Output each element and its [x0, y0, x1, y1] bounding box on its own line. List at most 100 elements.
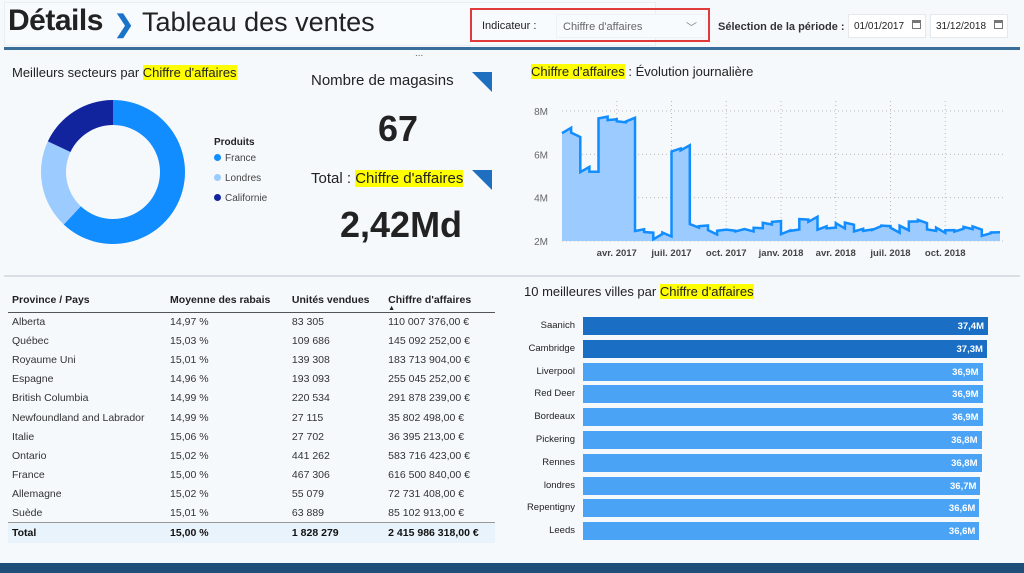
legend-dot-icon — [214, 154, 221, 161]
bar-row[interactable]: Cambridge 37,3M — [500, 339, 1000, 359]
table-cell: Allemagne — [12, 487, 62, 500]
table-cell: 36 395 213,00 € — [388, 430, 465, 443]
table-cell: 145 092 252,00 € — [388, 335, 470, 348]
donut-chart — [41, 100, 185, 244]
bar-value-label: 36,9M — [952, 389, 979, 401]
more-options-icon[interactable]: ... — [415, 48, 424, 59]
table-row[interactable]: Alberta 14,97 % 83 305 110 007 376,00 € — [8, 313, 495, 332]
legend-dot-icon — [214, 174, 221, 181]
x-tick-label: juil. 2018 — [869, 248, 910, 259]
bar-row[interactable]: Saanich 37,4M — [500, 316, 1000, 336]
line-chart-title: Chiffre d'affaires : Évolution journaliè… — [531, 64, 753, 79]
table-cell: 14,96 % — [170, 373, 209, 386]
table-row[interactable]: Suède 15,01 % 63 889 85 102 913,00 € — [8, 503, 495, 522]
line-series[interactable] — [561, 115, 1001, 242]
table-cell: 27 702 — [291, 430, 325, 443]
bar[interactable]: 36,9M — [583, 362, 983, 381]
donut-slice-france[interactable] — [63, 100, 185, 244]
page-title: Détails — [8, 4, 103, 37]
legend-dot-icon — [214, 194, 221, 201]
chevron-right-icon: ❯ — [114, 11, 135, 38]
legend-label: Londres — [225, 173, 262, 184]
table-row[interactable]: France 15,00 % 467 306 616 500 840,00 € — [8, 465, 495, 484]
x-tick-label: juil. 2017 — [650, 248, 691, 259]
bar[interactable]: 36,7M — [583, 476, 981, 495]
end-date-value: 31/12/2018 — [936, 21, 987, 32]
bar-row[interactable]: Red Deer 36,9M — [500, 384, 1000, 404]
bar-row[interactable]: Liverpool 36,9M — [500, 362, 1000, 382]
table-row[interactable]: Allemagne 15,02 % 55 079 72 731 408,00 € — [8, 484, 495, 503]
bar[interactable]: 36,6M — [583, 499, 980, 518]
bar-category-label: Cambridge — [528, 342, 575, 354]
table-cell: 72 731 408,00 € — [388, 487, 465, 500]
bar[interactable]: 36,9M — [583, 408, 983, 427]
bar-row[interactable]: londres 36,7M — [500, 476, 1000, 496]
legend-item[interactable]: Londres — [214, 173, 261, 184]
legend-item[interactable]: Californie — [214, 193, 267, 204]
bar-row[interactable]: Leeds 36,6M — [500, 521, 1000, 541]
indicator-dropdown[interactable]: Chiffre d'affaires ﹀ — [556, 14, 706, 38]
table-row[interactable]: Italie 15,06 % 27 702 36 395 213,00 € — [8, 427, 495, 446]
column-header-label: Moyenne des rabais — [170, 294, 271, 306]
donut-slice-londres[interactable] — [41, 141, 81, 225]
bar-row[interactable]: Repentigny 36,6M — [500, 498, 1000, 518]
table-row[interactable]: Newfoundland and Labrador 14,99 % 27 115 35… — [8, 408, 495, 427]
donut-title: Meilleurs secteurs par Chiffre d'affaire… — [12, 65, 237, 80]
bar[interactable]: 36,8M — [583, 453, 982, 472]
table-cell: 15,06 % — [170, 430, 209, 443]
footer-bar — [0, 563, 1024, 573]
bar[interactable]: 37,3M — [583, 339, 987, 358]
column-header[interactable]: Province / Pays — [8, 290, 166, 313]
total-cell: Total — [8, 522, 167, 543]
bar-value-label: 37,4M — [957, 321, 984, 332]
divider — [4, 275, 1020, 277]
table-cell: 15,02 % — [170, 487, 209, 500]
bar[interactable]: 36,6M — [583, 522, 980, 541]
total-row: Total 15,00 % 1 828 279 2 415 986 318,00 € — [8, 522, 495, 543]
legend-title: Produits — [214, 137, 255, 148]
indicator-highlight-box — [470, 8, 710, 42]
end-date-input[interactable]: 31/12/2018 — [930, 14, 1008, 38]
bar-category-label: Liverpool — [536, 365, 575, 377]
calendar-icon[interactable] — [994, 20, 1003, 29]
table-cell: 27 115 — [291, 411, 324, 424]
table-cell: 15,01 % — [170, 354, 209, 367]
table-cell: 139 308 — [291, 354, 330, 367]
column-header[interactable]: Moyenne des rabais — [166, 290, 288, 313]
bar[interactable]: 37,4M — [583, 317, 988, 335]
donut-title-highlight: Chiffre d'affaires — [142, 65, 237, 80]
table-cell: 583 716 423,00 € — [388, 449, 470, 462]
table-cell: 14,99 % — [170, 392, 209, 405]
total-cell: 15,00 % — [166, 522, 288, 543]
line-title-text: : Évolution journalière — [624, 64, 754, 79]
bar-value-label: 36,7M — [950, 480, 977, 492]
stores-value: 67 — [378, 108, 419, 149]
chevron-down-icon: ﹀ — [686, 22, 697, 34]
bar[interactable]: 36,9M — [583, 385, 983, 404]
table-row[interactable]: Espagne 14,96 % 193 093 255 045 252,00 € — [8, 370, 495, 389]
bar-category-label: Pickering — [535, 434, 575, 445]
start-date-input[interactable]: 01/01/2017 — [848, 14, 926, 38]
bar-value-label: 36,8M — [951, 435, 978, 446]
table-cell: Espagne — [12, 373, 54, 386]
bar-row[interactable]: Rennes 36,8M — [500, 453, 1000, 473]
legend-item[interactable]: France — [214, 153, 256, 164]
bar[interactable]: 36,8M — [583, 431, 982, 449]
table-cell: Newfoundland and Labrador — [12, 411, 145, 424]
corner-triangle-icon — [472, 170, 492, 190]
table-row[interactable]: Royaume Uni 15,01 % 139 308 183 713 904,00 … — [8, 351, 495, 370]
column-header[interactable]: Chiffre d'affaires ▲ — [384, 290, 495, 313]
table-cell: 83 305 — [291, 316, 325, 329]
table-row[interactable]: Ontario 15,02 % 441 262 583 716 423,00 € — [8, 446, 495, 465]
table-row[interactable]: British Columbia 14,99 % 220 534 291 878 23… — [8, 389, 495, 408]
table-cell: 63 889 — [291, 506, 325, 519]
sort-ascending-icon[interactable]: ▲ — [388, 305, 396, 312]
bar-value-label: 36,8M — [951, 457, 978, 469]
table-row[interactable]: Québec 15,03 % 109 686 145 092 252,00 € — [8, 332, 495, 351]
donut-slice-californie[interactable] — [47, 100, 114, 152]
calendar-icon[interactable] — [912, 20, 921, 29]
column-header[interactable]: Unités vendues — [288, 290, 384, 313]
bar-row[interactable]: Pickering 36,8M — [500, 430, 1000, 450]
column-header-label: Province / Pays — [12, 294, 90, 306]
bar-row[interactable]: Bordeaux 36,9M — [500, 407, 1000, 427]
